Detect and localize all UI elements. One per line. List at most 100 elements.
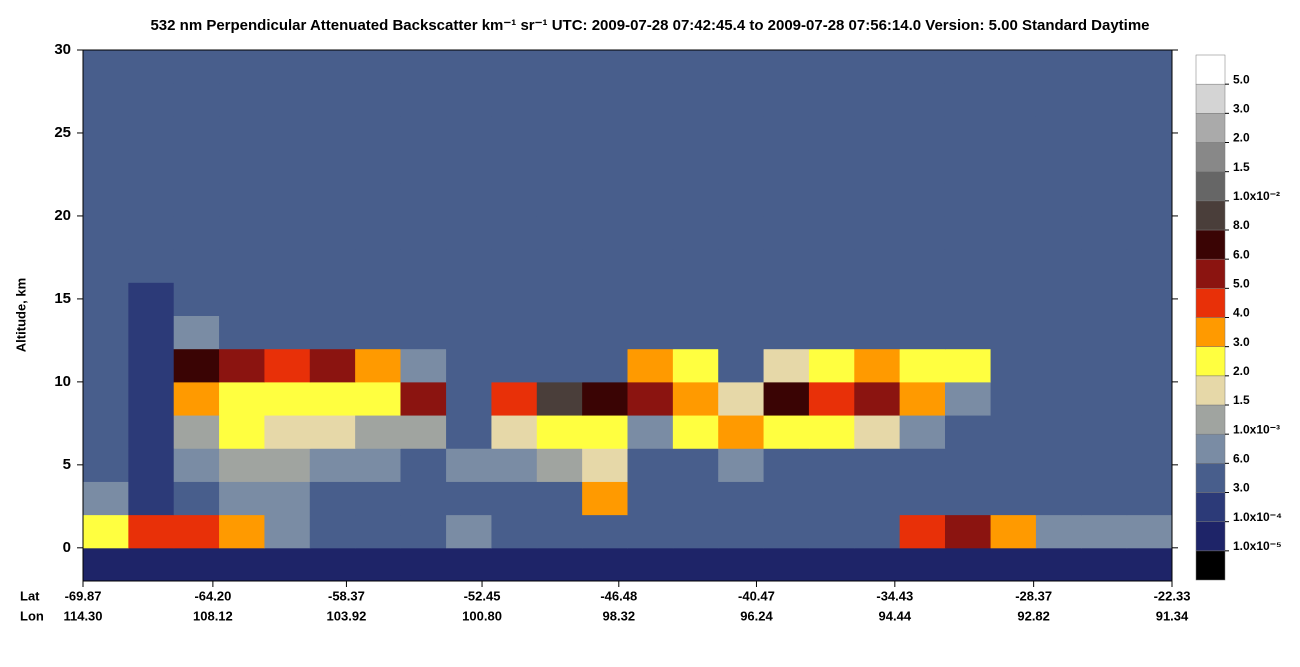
heatmap-cell (854, 547, 901, 582)
colorbar-label: 1.5 (1233, 160, 1250, 174)
heatmap-cell (400, 547, 447, 582)
colorbar-box (1195, 404, 1226, 435)
heatmap-cell (899, 547, 946, 582)
heatmap-cell (309, 249, 356, 283)
heatmap-cell (808, 83, 855, 117)
heatmap-cell (808, 481, 855, 516)
heatmap-cell (400, 215, 447, 250)
heatmap-cell (491, 448, 538, 482)
heatmap-cell (355, 448, 401, 482)
heatmap-cell (763, 215, 810, 250)
heatmap-cell (173, 448, 220, 482)
colorbar-label: 8.0 (1233, 218, 1250, 232)
heatmap-cell (536, 514, 583, 549)
heatmap-cell (173, 547, 220, 582)
colorbar-box (1195, 346, 1226, 377)
heatmap-cell (400, 348, 447, 383)
heatmap-cell (128, 116, 175, 151)
heatmap-cell (128, 547, 175, 582)
heatmap-cell (944, 282, 992, 316)
heatmap-cell (355, 249, 401, 283)
heatmap-cell (627, 448, 674, 482)
heatmap-cell (627, 381, 674, 416)
heatmap-cell (355, 415, 401, 449)
heatmap-cell (536, 381, 583, 416)
heatmap-cell (264, 182, 311, 217)
heatmap-cell (536, 448, 583, 482)
heatmap-cell (128, 149, 175, 184)
colorbar-box (1195, 113, 1226, 143)
heatmap-cell (309, 116, 356, 151)
heatmap-cell (718, 83, 765, 117)
heatmap-cell (536, 249, 583, 283)
heatmap-cell (309, 50, 356, 84)
heatmap-cell (83, 149, 129, 184)
heatmap-cell (536, 116, 583, 151)
heatmap-cell (355, 481, 401, 516)
heatmap-cell (627, 149, 674, 184)
heatmap-cell (219, 348, 265, 383)
heatmap-cell (990, 348, 1037, 383)
heatmap-cell (854, 182, 901, 217)
colorbar-label: 3.0 (1233, 335, 1250, 349)
colorbar-box (1195, 433, 1226, 464)
heatmap-cell (899, 282, 946, 316)
heatmap-cell (854, 448, 901, 482)
heatmap-cell (1081, 149, 1128, 184)
heatmap-cell (944, 547, 992, 582)
heatmap-cell (491, 83, 538, 117)
heatmap-cell (854, 50, 901, 84)
plot-frame (82, 49, 1173, 582)
heatmap-cell (219, 116, 265, 151)
heatmap-cell (944, 514, 992, 549)
colorbar-box (1195, 258, 1226, 289)
heatmap-cell (355, 50, 401, 84)
heatmap-cell (83, 182, 129, 217)
heatmap-cell (990, 249, 1037, 283)
heatmap-cell (400, 514, 447, 549)
heatmap-cell (1035, 116, 1082, 151)
heatmap-cell (718, 315, 765, 350)
heatmap-cell (536, 315, 583, 350)
colorbar-box (1195, 54, 1226, 85)
heatmap-cell (763, 481, 810, 516)
heatmap-cell (582, 481, 628, 516)
heatmap-cell (990, 282, 1037, 316)
colorbar-box (1195, 550, 1226, 581)
heatmap-cell (128, 83, 175, 117)
heatmap-cell (1081, 116, 1128, 151)
heatmap-cell (1126, 381, 1173, 416)
heatmap-cell (944, 348, 992, 383)
heatmap-cell (173, 50, 220, 84)
heatmap-cell (1035, 282, 1082, 316)
heatmap-cell (672, 50, 719, 84)
heatmap-cell (400, 182, 447, 217)
heatmap-cell (1035, 149, 1082, 184)
heatmap-cell (491, 182, 538, 217)
heatmap-cell (763, 182, 810, 217)
heatmap-cell (173, 149, 220, 184)
colorbar-box (1195, 83, 1226, 114)
heatmap-cell (1126, 215, 1173, 250)
heatmap-cell (672, 415, 719, 449)
heatmap-cell (582, 315, 628, 350)
heatmap-cell (1035, 348, 1082, 383)
heatmap-cell (264, 514, 311, 549)
heatmap-cell (400, 116, 447, 151)
heatmap-cell (1126, 249, 1173, 283)
heatmap-cell (854, 116, 901, 151)
heatmap-cell (944, 315, 992, 350)
heatmap-cell (672, 481, 719, 516)
heatmap-cell (446, 348, 492, 383)
heatmap-cell (718, 381, 765, 416)
heatmap-cell (491, 315, 538, 350)
colorbar-label: 3.0 (1233, 481, 1250, 495)
heatmap-cell (672, 282, 719, 316)
heatmap-cell (83, 83, 129, 117)
heatmap-cell (1126, 50, 1173, 84)
heatmap-cell (400, 149, 447, 184)
heatmap-cell (718, 481, 765, 516)
heatmap-cell (1035, 83, 1082, 117)
heatmap-cell (854, 481, 901, 516)
heatmap-cell (309, 415, 356, 449)
